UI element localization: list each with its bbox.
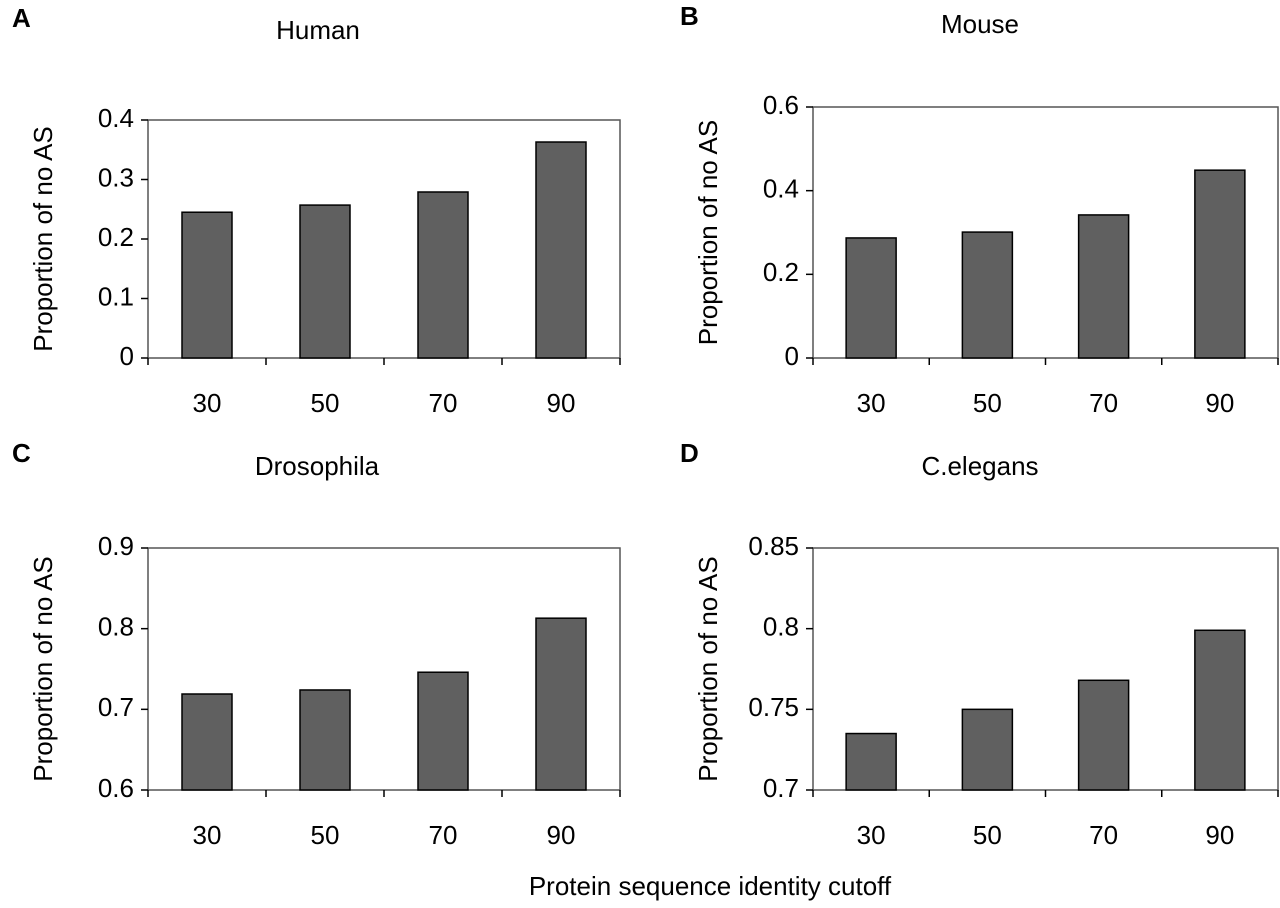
bar xyxy=(1194,629,1246,791)
y-tick-label: 0.4 xyxy=(98,103,134,133)
x-tick-label: 30 xyxy=(857,388,886,418)
x-tick-label: 90 xyxy=(1205,388,1234,418)
bar xyxy=(961,231,1014,359)
y-tick-label: 0 xyxy=(785,341,799,371)
bar xyxy=(845,732,897,791)
bar xyxy=(535,141,587,359)
bar xyxy=(1194,169,1246,359)
y-tick-label: 0.1 xyxy=(98,281,134,311)
panel-label: D xyxy=(680,438,699,468)
x-tick-label: 30 xyxy=(857,820,886,850)
x-tick-label: 90 xyxy=(547,820,576,850)
x-tick-label: 30 xyxy=(193,820,222,850)
y-tick-label: 0 xyxy=(120,341,134,371)
chart-title: C.elegans xyxy=(921,451,1038,481)
y-tick-label: 0.8 xyxy=(763,612,799,642)
y-axis-label: Proportion of no AS xyxy=(28,556,58,781)
y-tick-label: 0.4 xyxy=(763,174,799,204)
y-tick-label: 0.2 xyxy=(98,222,134,252)
y-axis-label: Proportion of no AS xyxy=(693,120,723,345)
x-tick-label: 90 xyxy=(547,388,576,418)
bar xyxy=(181,211,233,359)
bar xyxy=(417,671,469,791)
panel-label: B xyxy=(680,1,699,31)
x-tick-label: 50 xyxy=(311,388,340,418)
x-tick-label: 50 xyxy=(973,820,1002,850)
x-tick-label: 30 xyxy=(193,388,222,418)
chart-title: Drosophila xyxy=(255,451,380,481)
y-axis-label: Proportion of no AS xyxy=(693,556,723,781)
x-axis-label: Protein sequence identity cutoff xyxy=(529,871,892,901)
bar xyxy=(961,708,1014,791)
x-tick-label: 70 xyxy=(429,388,458,418)
y-tick-label: 0.9 xyxy=(98,531,134,561)
bar xyxy=(535,617,587,791)
chart-title: Human xyxy=(276,15,360,45)
panel-label: C xyxy=(12,438,31,468)
y-tick-label: 0.8 xyxy=(98,612,134,642)
bar xyxy=(181,693,233,791)
x-tick-label: 50 xyxy=(973,388,1002,418)
y-tick-label: 0.6 xyxy=(98,773,134,803)
y-tick-label: 0.6 xyxy=(763,90,799,120)
y-tick-label: 0.3 xyxy=(98,162,134,192)
y-tick-label: 0.75 xyxy=(748,692,799,722)
chart-title: Mouse xyxy=(941,9,1019,39)
x-tick-label: 90 xyxy=(1205,820,1234,850)
y-tick-label: 0.2 xyxy=(763,257,799,287)
x-tick-label: 70 xyxy=(429,820,458,850)
bar xyxy=(417,191,469,359)
bar xyxy=(1077,679,1130,791)
x-tick-label: 70 xyxy=(1089,820,1118,850)
y-tick-label: 0.85 xyxy=(748,531,799,561)
x-tick-label: 70 xyxy=(1089,388,1118,418)
y-axis-label: Proportion of no AS xyxy=(28,126,58,351)
y-tick-label: 0.7 xyxy=(98,692,134,722)
panel-label: A xyxy=(12,3,31,33)
y-tick-label: 0.7 xyxy=(763,773,799,803)
bar xyxy=(299,689,351,791)
bar xyxy=(1077,214,1130,359)
bar xyxy=(845,237,897,359)
bar xyxy=(299,204,351,359)
x-tick-label: 50 xyxy=(311,820,340,850)
